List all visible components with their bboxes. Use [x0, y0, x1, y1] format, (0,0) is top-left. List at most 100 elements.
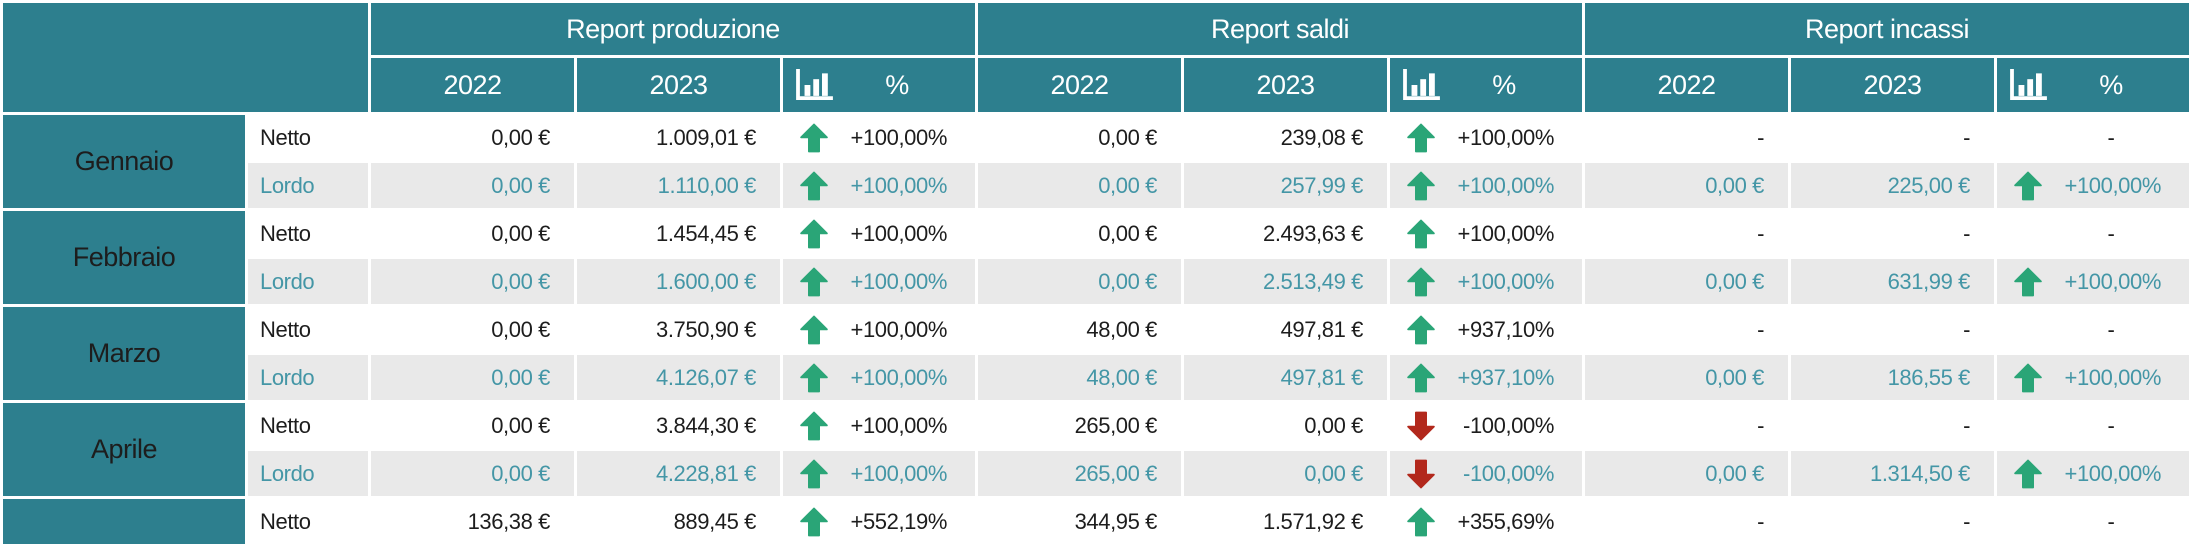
value-2023-cell: 497,81 € [1184, 355, 1387, 400]
percent-symbol: % [2099, 69, 2123, 100]
trend-cell: +100,00% [783, 355, 975, 400]
value-2023-cell: - [1791, 499, 1994, 544]
value-2022-cell: 0,00 € [371, 115, 574, 160]
trend-arrow-icon [2013, 171, 2043, 201]
row-type-label: Netto [248, 499, 368, 544]
percent-value: +355,69% [1457, 508, 1555, 534]
trend-arrow-icon [2013, 459, 2043, 489]
trend-cell: +100,00% [783, 115, 975, 160]
percent-value: +100,00% [850, 316, 948, 342]
trend-arrow-icon [799, 315, 829, 345]
value-2023-cell: 0,00 € [1184, 403, 1387, 448]
percent-value: - [2107, 412, 2115, 438]
value-2022-cell: - [1585, 307, 1788, 352]
row-type-label: Lordo [248, 355, 368, 400]
value-2022-cell: 265,00 € [978, 403, 1181, 448]
trend-arrow-icon [1406, 219, 1436, 249]
table-row: Lordo 0,00 € 1.110,00 € +100,00% 0,00 € … [3, 163, 2189, 208]
group-header-saldi: Report saldi [978, 3, 1582, 55]
trend-arrow-icon [799, 219, 829, 249]
month-label: Marzo [87, 338, 161, 368]
trend-arrow-icon [1406, 123, 1436, 153]
percent-value: +552,19% [850, 508, 948, 534]
value-2023-cell: 4.228,81 € [577, 451, 780, 496]
trend-cell: -100,00% [1390, 403, 1582, 448]
trend-arrow-icon [1406, 171, 1436, 201]
value-2022-cell: 0,00 € [371, 163, 574, 208]
group-header-row: Report produzione Report saldi Report in… [3, 3, 2189, 112]
trend-cell: - [1997, 115, 2189, 160]
value-2022-cell: 48,00 € [978, 307, 1181, 352]
percent-symbol: % [885, 69, 909, 100]
value-2022-cell: 0,00 € [1585, 259, 1788, 304]
trend-arrow-icon [1406, 411, 1436, 441]
percent-symbol: % [1492, 69, 1516, 100]
value-2022-cell: 0,00 € [1585, 163, 1788, 208]
col-header-2023: 2023 [1184, 58, 1387, 112]
trend-cell: +100,00% [783, 307, 975, 352]
table-body: Gennaio Netto 0,00 € 1.009,01 € +100,00%… [3, 115, 2189, 544]
table-row: Marzo Netto 0,00 € 3.750,90 € +100,00% 4… [3, 307, 2189, 400]
trend-arrow-icon [799, 363, 829, 393]
value-2023-cell: 257,99 € [1184, 163, 1387, 208]
value-2022-cell: 0,00 € [371, 307, 574, 352]
value-2023-cell: 2.513,49 € [1184, 259, 1387, 304]
percent-value: - [2107, 508, 2115, 534]
col-header-percent: % [1390, 58, 1582, 112]
col-header-percent: % [783, 58, 975, 112]
trend-arrow-icon [1406, 459, 1436, 489]
bar-chart-icon [2009, 69, 2047, 101]
value-2023-cell: 631,99 € [1791, 259, 1994, 304]
group-header-produzione: Report produzione [371, 3, 975, 55]
trend-cell: +100,00% [1997, 163, 2189, 208]
percent-value: +100,00% [1457, 220, 1555, 246]
value-2022-cell: 0,00 € [371, 259, 574, 304]
trend-cell: +100,00% [1997, 355, 2189, 400]
percent-value: +100,00% [850, 220, 948, 246]
trend-cell: +100,00% [1390, 211, 1582, 256]
trend-cell: +552,19% [783, 499, 975, 544]
value-2023-cell: 1.571,92 € [1184, 499, 1387, 544]
value-2023-cell: - [1791, 403, 1994, 448]
percent-value: +100,00% [2064, 268, 2162, 294]
row-type-label: Netto [248, 403, 368, 448]
percent-value: +100,00% [2064, 172, 2162, 198]
value-2023-cell: 4.126,07 € [577, 355, 780, 400]
percent-value: +100,00% [850, 412, 948, 438]
sub-header-row: 2022 2023 % 2022 2023 % [3, 58, 2189, 112]
value-2023-cell: 1.009,01 € [577, 115, 780, 160]
value-2023-cell: 239,08 € [1184, 115, 1387, 160]
table-row: Lordo 0,00 € 1.600,00 € +100,00% 0,00 € … [3, 259, 2189, 304]
value-2022-cell: - [1585, 403, 1788, 448]
row-type-label: Netto [248, 115, 368, 160]
value-2023-cell: 3.844,30 € [577, 403, 780, 448]
bar-chart-icon [1402, 69, 1440, 101]
trend-cell: +355,69% [1390, 499, 1582, 544]
trend-cell: +937,10% [1390, 355, 1582, 400]
trend-cell: +100,00% [783, 403, 975, 448]
percent-value: +100,00% [2064, 460, 2162, 486]
percent-value: +100,00% [850, 124, 948, 150]
value-2022-cell: 136,38 € [371, 499, 574, 544]
row-type-label: Lordo [248, 163, 368, 208]
value-2022-cell: 0,00 € [978, 115, 1181, 160]
col-header-2022: 2022 [1585, 58, 1788, 112]
percent-value: -100,00% [1463, 460, 1554, 486]
percent-value: +937,10% [1457, 364, 1555, 390]
trend-cell: - [1997, 403, 2189, 448]
value-2023-cell: 1.454,45 € [577, 211, 780, 256]
value-2023-cell: 1.314,50 € [1791, 451, 1994, 496]
value-2023-cell: 3.750,90 € [577, 307, 780, 352]
percent-value: +100,00% [850, 268, 948, 294]
trend-cell: +100,00% [1390, 115, 1582, 160]
value-2023-cell: 1.600,00 € [577, 259, 780, 304]
trend-arrow-icon [799, 267, 829, 297]
trend-arrow-icon [1406, 315, 1436, 345]
value-2022-cell: 344,95 € [978, 499, 1181, 544]
value-2023-cell: 225,00 € [1791, 163, 1994, 208]
table-row: Lordo 0,00 € 4.228,81 € +100,00% 265,00 … [3, 451, 2189, 496]
trend-arrow-icon [2013, 267, 2043, 297]
trend-cell: +100,00% [783, 163, 975, 208]
percent-value: - [2107, 124, 2115, 150]
trend-arrow-icon [799, 411, 829, 441]
